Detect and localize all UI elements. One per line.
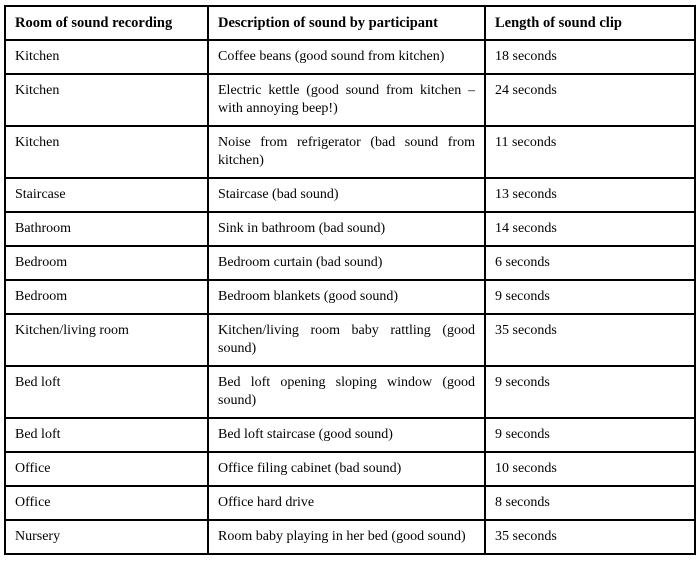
description-cell: Bedroom blankets (good sound) <box>207 279 486 315</box>
length-cell: 35 seconds <box>484 519 696 555</box>
room-cell: Bedroom <box>4 245 209 281</box>
table-row: Office Office hard drive 8 seconds <box>4 485 696 521</box>
length-cell: 9 seconds <box>484 365 696 419</box>
length-cell: 24 seconds <box>484 73 696 127</box>
table-row: Kitchen Coffee beans (good sound from kit… <box>4 39 696 75</box>
description-cell: Electric kettle (good sound from kitchen… <box>207 73 486 127</box>
description-cell: Room baby playing in her bed (good sound… <box>207 519 486 555</box>
table-row: Kitchen/living room Kitchen/living room b… <box>4 313 696 367</box>
description-cell: Bedroom curtain (bad sound) <box>207 245 486 281</box>
description-cell: Bed loft staircase (good sound) <box>207 417 486 453</box>
description-cell: Noise from refrigerator (bad sound from … <box>207 125 486 179</box>
table-row: Nursery Room baby playing in her bed (goo… <box>4 519 696 555</box>
table-container: Room of sound recording Description of s… <box>4 5 696 555</box>
description-cell: Sink in bathroom (bad sound) <box>207 211 486 247</box>
room-cell: Kitchen <box>4 125 209 179</box>
table-row: Bedroom Bedroom blankets (good sound) 9 se… <box>4 279 696 315</box>
room-cell: Staircase <box>4 177 209 213</box>
description-cell: Bed loft opening sloping window (good so… <box>207 365 486 419</box>
room-cell: Bathroom <box>4 211 209 247</box>
length-cell: 8 seconds <box>484 485 696 521</box>
length-cell: 9 seconds <box>484 279 696 315</box>
table-row: Kitchen Noise from refrigerator (bad soun… <box>4 125 696 179</box>
room-cell: Bed loft <box>4 417 209 453</box>
table-row: Bedroom Bedroom curtain (bad sound) 6 seco… <box>4 245 696 281</box>
description-cell: Office filing cabinet (bad sound) <box>207 451 486 487</box>
description-cell: Staircase (bad sound) <box>207 177 486 213</box>
room-cell: Nursery <box>4 519 209 555</box>
description-cell: Office hard drive <box>207 485 486 521</box>
sound-recordings-table: Room of sound recording Description of s… <box>4 5 696 555</box>
length-cell: 11 seconds <box>484 125 696 179</box>
table-row: Office Office filing cabinet (bad sound) 1… <box>4 451 696 487</box>
length-cell: 9 seconds <box>484 417 696 453</box>
length-cell: 18 seconds <box>484 39 696 75</box>
column-header-description: Description of sound by participant <box>207 5 486 41</box>
room-cell: Office <box>4 451 209 487</box>
table-row: Bathroom Sink in bathroom (bad sound) 14 s… <box>4 211 696 247</box>
column-header-room: Room of sound recording <box>4 5 209 41</box>
column-header-length: Length of sound clip <box>484 5 696 41</box>
room-cell: Bedroom <box>4 279 209 315</box>
room-cell: Office <box>4 485 209 521</box>
room-cell: Bed loft <box>4 365 209 419</box>
room-cell: Kitchen/living room <box>4 313 209 367</box>
description-cell: Kitchen/living room baby rattling (good … <box>207 313 486 367</box>
table-row: Kitchen Electric kettle (good sound from … <box>4 73 696 127</box>
room-cell: Kitchen <box>4 73 209 127</box>
header-row: Room of sound recording Description of s… <box>4 5 696 41</box>
length-cell: 10 seconds <box>484 451 696 487</box>
table-row: Bed loft Bed loft staircase (good sound) 9… <box>4 417 696 453</box>
length-cell: 14 seconds <box>484 211 696 247</box>
length-cell: 13 seconds <box>484 177 696 213</box>
length-cell: 35 seconds <box>484 313 696 367</box>
length-cell: 6 seconds <box>484 245 696 281</box>
table-row: Bed loft Bed loft opening sloping window … <box>4 365 696 419</box>
room-cell: Kitchen <box>4 39 209 75</box>
table-body: Kitchen Coffee beans (good sound from kit… <box>4 39 696 555</box>
description-cell: Coffee beans (good sound from kitchen) <box>207 39 486 75</box>
table-row: Staircase Staircase (bad sound) 13 seconds <box>4 177 696 213</box>
